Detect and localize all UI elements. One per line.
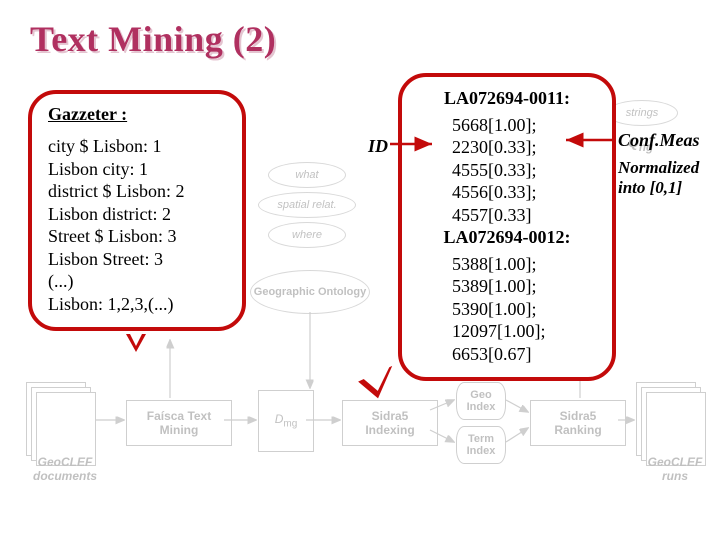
gazzeter-line: Lisbon city: 1: [48, 158, 226, 181]
results-doc-1: LA072694-0011:: [418, 87, 596, 110]
gazzeter-line: Lisbon district: 2: [48, 203, 226, 226]
results-value: 4557[0.33]: [418, 204, 596, 227]
gazzeter-line: Lisbon Street: 3: [48, 248, 226, 271]
results-value: 5390[1.00];: [418, 298, 596, 321]
gazzeter-line: Street $ Lisbon: 3: [48, 225, 226, 248]
results-value: 6653[0.67]: [418, 343, 596, 366]
gazzeter-line: district $ Lisbon: 2: [48, 180, 226, 203]
gazzeter-line: Lisbon: 1,2,3,(...): [48, 293, 226, 316]
results-value: 4555[0.33];: [418, 159, 596, 182]
slide-title: Text Mining (2): [30, 18, 276, 60]
id-arrow: [388, 134, 448, 154]
results-value: 12097[1.00];: [418, 320, 596, 343]
gazzeter-heading: Gazzeter :: [48, 104, 226, 125]
id-label: ID: [368, 136, 388, 157]
gazzeter-line: (...): [48, 270, 226, 293]
results-value: 5389[1.00];: [418, 275, 596, 298]
results-callout: LA072694-0011: 5668[1.00]; 2230[0.33]; 4…: [398, 73, 616, 381]
confmeas-arrow: [560, 130, 620, 150]
results-doc-2: LA072694-0012:: [418, 226, 596, 249]
results-value: 5388[1.00];: [418, 253, 596, 276]
gazzeter-line: city $ Lisbon: 1: [48, 135, 226, 158]
results-value: 4556[0.33];: [418, 181, 596, 204]
gazzeter-callout: Gazzeter : city $ Lisbon: 1 Lisbon city:…: [28, 90, 246, 331]
confmeas-label: Conf.Meas: [618, 130, 700, 151]
normalized-note: Normalized into [0,1]: [618, 158, 718, 199]
